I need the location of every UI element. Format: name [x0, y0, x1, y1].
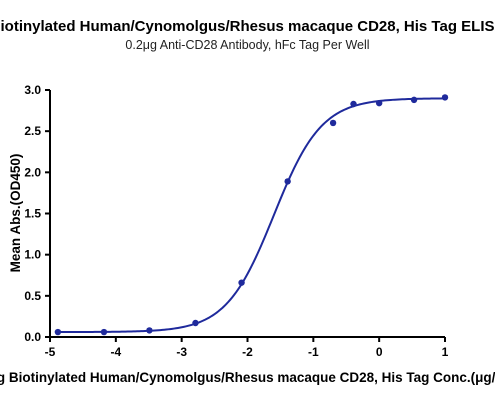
x-tick-label: -4: [110, 345, 121, 359]
data-point: [238, 279, 245, 286]
y-axis: 0.0 0.5 1.0 1.5 2.0 2.5 3.0: [24, 83, 51, 344]
data-point: [375, 99, 383, 107]
data-point: [350, 100, 357, 108]
y-tick-label: 0.0: [24, 330, 41, 344]
x-tick-label: -5: [45, 345, 56, 359]
y-tick-label: 2.5: [24, 124, 41, 138]
y-tick-label: 1.0: [24, 248, 41, 262]
data-point: [284, 178, 291, 185]
data-point: [329, 119, 337, 127]
data-point: [54, 328, 62, 336]
y-tick-label: 1.5: [24, 207, 41, 221]
data-point: [192, 319, 199, 327]
x-axis: -5 -4 -3 -2 -1 0 1: [45, 336, 449, 359]
data-point: [100, 328, 108, 336]
y-axis-label: Mean Abs.(OD450): [8, 154, 23, 273]
data-point: [410, 96, 418, 104]
data-point: [146, 327, 153, 334]
x-tick-label: -1: [308, 345, 319, 359]
chart-title: Biotinylated Human/Cynomolgus/Rhesus mac…: [0, 18, 495, 35]
fit-curve: [57, 97, 446, 334]
data-point: [441, 94, 449, 101]
y-tick-label: 0.5: [24, 289, 41, 303]
y-tick-label: 2.0: [24, 165, 41, 179]
y-tick-label: 3.0: [24, 83, 41, 97]
x-tick-label: -2: [242, 345, 253, 359]
x-tick-label: 0: [376, 345, 383, 359]
x-axis-label: Log Biotinylated Human/Cynomolgus/Rhesus…: [0, 370, 495, 385]
chart-subtitle: 0.2μg Anti-CD28 Antibody, hFc Tag Per We…: [125, 38, 369, 52]
x-tick-label: -3: [176, 345, 187, 359]
x-tick-label: 1: [442, 345, 449, 359]
data-points: [54, 94, 449, 336]
